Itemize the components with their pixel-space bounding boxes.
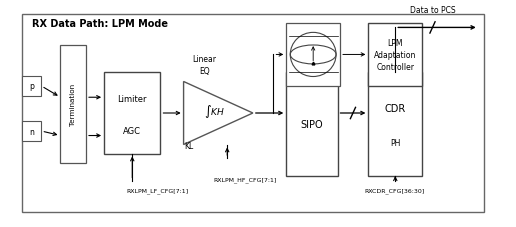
Text: AGC: AGC <box>123 127 141 136</box>
Text: Limiter: Limiter <box>118 94 147 104</box>
Polygon shape <box>184 82 253 145</box>
Bar <box>104 73 160 154</box>
Bar <box>22 76 41 97</box>
Bar <box>286 24 340 86</box>
Text: RXCDR_CFG[36:30]: RXCDR_CFG[36:30] <box>364 188 424 193</box>
Text: p: p <box>29 82 34 91</box>
Text: RXLPM_LF_CFG[7:1]: RXLPM_LF_CFG[7:1] <box>127 188 189 193</box>
Bar <box>22 121 41 141</box>
Text: PH: PH <box>390 138 400 147</box>
Text: Data to PCS: Data to PCS <box>410 6 455 15</box>
Text: n: n <box>29 127 34 136</box>
Text: RX Data Path: LPM Mode: RX Data Path: LPM Mode <box>32 19 168 29</box>
Text: Termination: Termination <box>70 84 76 126</box>
Bar <box>368 24 422 86</box>
Text: KL: KL <box>185 141 194 151</box>
Text: SIPO: SIPO <box>301 120 323 130</box>
Bar <box>368 73 422 176</box>
Bar <box>60 46 86 163</box>
Text: $\int$KH: $\int$KH <box>204 103 225 120</box>
Text: EQ: EQ <box>199 67 209 75</box>
Text: RXLPM_HF_CFG[7:1]: RXLPM_HF_CFG[7:1] <box>214 176 277 182</box>
Text: Linear: Linear <box>192 55 216 64</box>
Text: CDR: CDR <box>384 104 406 114</box>
Bar <box>22 15 484 212</box>
Text: LPM
Adaptation
Controller: LPM Adaptation Controller <box>374 39 416 72</box>
Bar <box>286 73 337 176</box>
